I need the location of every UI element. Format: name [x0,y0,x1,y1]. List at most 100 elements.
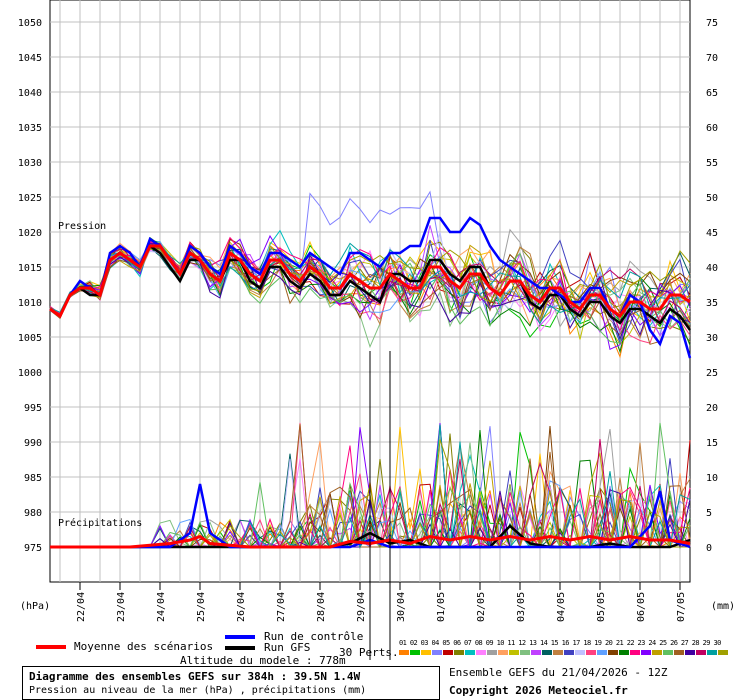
precip-tick-label: 75 [706,18,718,29]
pert-swatch [685,650,695,655]
pert-swatch [597,650,607,655]
pert-swatch [674,650,684,655]
run-info: Ensemble GEFS du 21/04/2026 - 12Z [449,666,668,679]
pert-swatch [630,650,640,655]
pert-swatch [498,650,508,655]
precip-unit-label: (mm) [711,601,735,612]
pressure-tick-label: 1050 [18,18,42,29]
pressure-tick-label: 1035 [18,123,42,134]
precip-tick-label: 70 [706,53,718,64]
perts-label: 30 Perts. [339,646,399,659]
pressure-tick-label: 990 [24,438,42,449]
info-box: Diagramme des ensembles GEFS sur 384h : … [22,666,440,700]
precip-tick-label: 15 [706,438,718,449]
precip-tick-label: 5 [706,508,712,519]
pert-swatch [476,650,486,655]
x-date-label: 24/04 [156,592,167,622]
pert-swatch [564,650,574,655]
x-date-label: 27/04 [276,592,287,622]
mean-swatch [36,645,66,649]
pressure-tick-label: 1040 [18,88,42,99]
legend-control: Run de contrôle [264,630,364,643]
legend-gfs: Run GFS [264,641,311,654]
pressure-tick-label: 1005 [18,333,42,344]
x-date-label: 06/05 [636,592,647,622]
precip-tick-label: 35 [706,298,718,309]
legend-mean: Moyenne des scénarios [74,640,214,653]
copyright: Copyright 2026 Meteociel.fr [449,684,628,697]
pert-swatch [663,650,673,655]
pert-swatch [542,650,552,655]
perturbation-pressure-line [49,245,691,345]
pert-swatch [575,650,585,655]
pert-swatch [465,650,475,655]
pert-swatch [586,650,596,655]
pert-swatch [399,650,409,655]
pert-swatch [718,650,728,655]
pressure-tick-label: 980 [24,508,42,519]
gfs-swatch [225,646,255,650]
pressure-label: Pression [58,221,106,232]
precip-tick-label: 50 [706,193,718,204]
pert-swatch [520,650,530,655]
pressure-tick-label: 1045 [18,53,42,64]
x-date-label: 01/05 [436,592,447,622]
chart-axes: 9759809859909951000100510101015102010251… [18,18,718,660]
pert-swatch [553,650,563,655]
x-date-label: 25/04 [196,592,207,622]
pressure-tick-label: 995 [24,403,42,414]
pert-swatch [432,650,442,655]
precip-tick-label: 55 [706,158,718,169]
x-date-label: 22/04 [76,592,87,622]
x-date-label: 02/05 [476,592,487,622]
x-date-label: 04/05 [556,592,567,622]
altitude-label: Altitude du modele : 778m [180,654,346,667]
x-date-label: 29/04 [356,592,367,622]
pressure-tick-label: 985 [24,473,42,484]
pressure-tick-label: 1030 [18,158,42,169]
pressure-tick-label: 975 [24,543,42,554]
series-precip-line [50,524,691,549]
pert-swatch [443,650,453,655]
x-date-label: 07/05 [676,592,687,622]
x-date-label: 05/05 [596,592,607,622]
pert-swatch [509,650,519,655]
x-date-label: 23/04 [116,592,127,622]
pressure-tick-label: 1015 [18,263,42,274]
pert-swatch [608,650,618,655]
series-precip-line [50,534,691,549]
series-pressure-line [49,216,692,359]
pert-swatch [454,650,464,655]
x-date-label: 30/04 [396,592,407,622]
info-subtitle: Pression au niveau de la mer (hPa) , pré… [29,685,367,696]
pert-swatch [696,650,706,655]
series-pressure-line [49,244,692,331]
precip-tick-label: 25 [706,368,718,379]
pert-swatch [531,650,541,655]
pert-numbers: 01 02 03 04 05 06 07 08 09 10 11 12 13 1… [399,639,721,647]
precip-label: Précipitations [58,517,142,529]
pressure-tick-label: 1010 [18,298,42,309]
pert-swatch [641,650,651,655]
precip-tick-label: 30 [706,333,718,344]
precip-tick-label: 45 [706,228,718,239]
control-swatch [225,635,255,639]
pert-swatch [652,650,662,655]
ensemble-chart: 9759809859909951000100510101015102010251… [18,0,735,660]
precip-tick-label: 10 [706,473,718,484]
x-date-label: 28/04 [316,592,327,622]
precip-tick-label: 65 [706,88,718,99]
series-pressure-line [49,244,691,319]
info-title: Diagramme des ensembles GEFS sur 384h : … [29,670,361,683]
precip-tick-label: 0 [706,543,712,554]
pressure-tick-label: 1000 [18,368,42,379]
pressure-unit-label: (hPa) [20,601,50,612]
pert-swatch [619,650,629,655]
precip-tick-label: 40 [706,263,718,274]
x-date-label: 03/05 [516,592,527,622]
pert-swatch [421,650,431,655]
precip-tick-label: 20 [706,403,718,414]
pert-swatch [707,650,717,655]
x-date-label: 26/04 [236,592,247,622]
pert-swatch [487,650,497,655]
